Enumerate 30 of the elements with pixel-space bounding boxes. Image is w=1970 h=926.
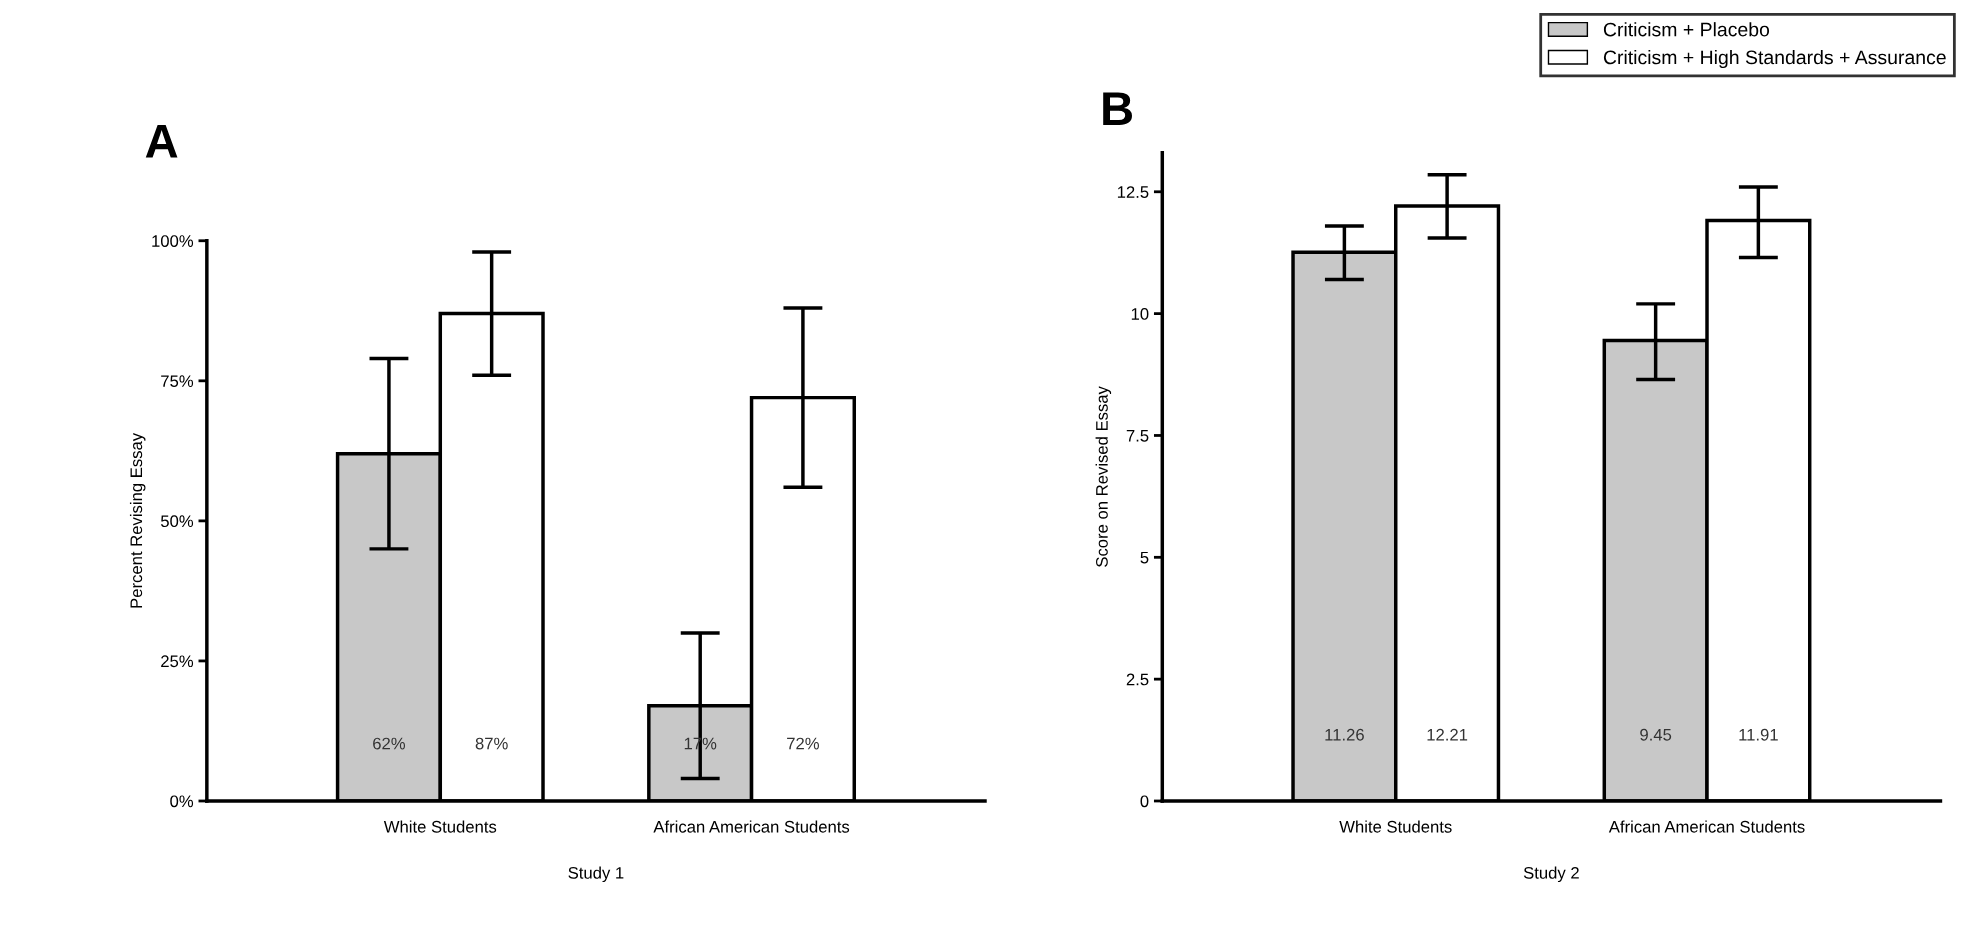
x-tick-label: African American Students — [653, 820, 850, 833]
data-label: 11.91 — [1739, 728, 1778, 741]
y-tick-label: 5 — [1140, 551, 1149, 564]
y-tick-label: 10 — [1131, 308, 1149, 320]
legend-label: Criticism + Placebo — [1603, 22, 1770, 37]
data-label: 12.21 — [1427, 728, 1468, 741]
data-label: 72% — [787, 737, 819, 750]
y-tick-label: 0% — [170, 795, 194, 808]
data-label: 11.26 — [1325, 728, 1364, 741]
data-label: 87% — [475, 737, 508, 750]
y-tick-label: 2.5 — [1126, 673, 1149, 686]
y-tick-label: 7.5 — [1126, 430, 1149, 442]
x-tick-label: White Students — [383, 820, 497, 833]
chart-title: A — [145, 124, 178, 158]
y-tick-label: 12.5 — [1117, 186, 1149, 198]
y-axis-title: Score on Revised Essay — [1095, 386, 1112, 567]
data-label: 62% — [373, 737, 406, 750]
x-tick-label: White Students — [1339, 820, 1452, 833]
x-axis-title: Study 1 — [568, 866, 624, 883]
x-tick-label: African American Students — [1608, 820, 1805, 833]
y-tick-label: 25% — [161, 655, 194, 668]
x-axis-title: Study 2 — [1523, 866, 1579, 883]
y-axis-title: Percent Revising Essay — [129, 432, 146, 608]
data-label: 9.45 — [1640, 728, 1672, 741]
legend-label: Criticism + High Standards + Assurance — [1603, 49, 1946, 69]
y-tick-label: 50% — [160, 515, 194, 528]
chart-title: B — [1103, 92, 1132, 126]
y-tick-label: 100% — [152, 235, 194, 247]
y-tick-label: 75% — [161, 375, 194, 388]
y-tick-label: 0 — [1140, 795, 1149, 808]
